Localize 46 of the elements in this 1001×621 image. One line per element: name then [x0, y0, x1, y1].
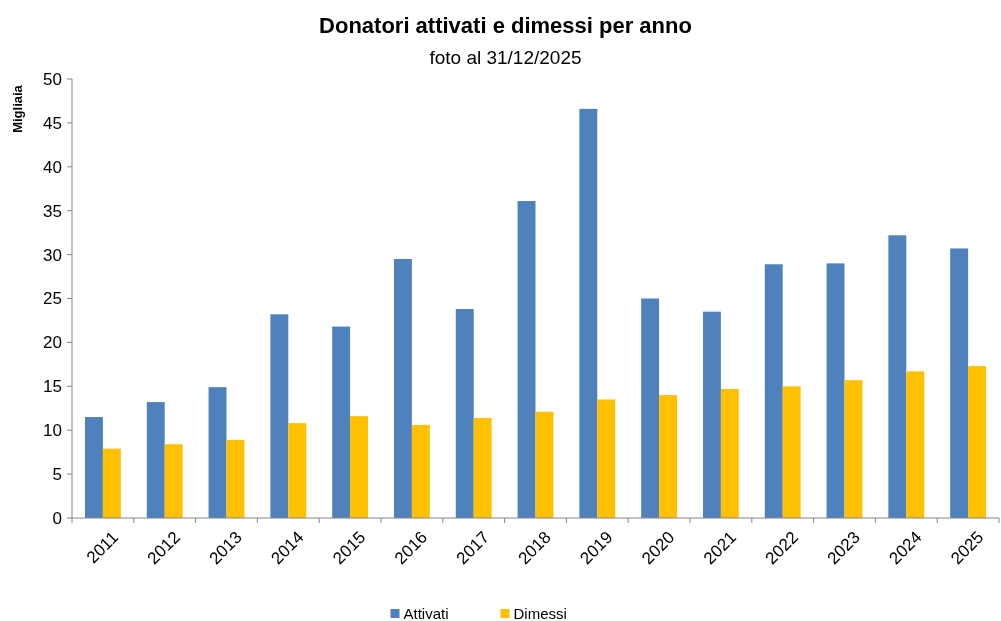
- bar: [826, 263, 845, 518]
- bar: [968, 366, 987, 518]
- bar: [411, 424, 430, 518]
- bar: [393, 258, 412, 518]
- y-tick-label: 50: [43, 69, 62, 89]
- y-axis-title: Migliaia: [10, 84, 25, 133]
- bar: [455, 309, 474, 518]
- bar: [906, 371, 925, 518]
- bar: [288, 423, 307, 518]
- bar: [226, 439, 245, 518]
- bar: [950, 248, 969, 518]
- y-tick-label: 25: [43, 289, 62, 309]
- bar: [720, 388, 739, 518]
- y-tick-label: 40: [43, 157, 62, 177]
- bar: [659, 395, 678, 518]
- bar: [350, 416, 369, 518]
- bar: [888, 235, 907, 518]
- bar: [844, 380, 863, 518]
- y-tick-label: 30: [43, 245, 62, 265]
- chart-subtitle: foto al 31/12/2025: [429, 47, 582, 68]
- bar: [146, 402, 165, 518]
- bar: [102, 448, 121, 518]
- bar: [597, 399, 616, 518]
- bar: [164, 444, 183, 518]
- bar: [332, 326, 351, 518]
- y-tick-label: 0: [52, 508, 62, 528]
- y-tick-label: 10: [43, 421, 62, 441]
- bar: [702, 311, 721, 518]
- legend-label: Dimessi: [513, 605, 567, 621]
- bar: [764, 264, 783, 518]
- bar: [517, 201, 536, 518]
- bar: [473, 417, 492, 518]
- chart-title: Donatori attivati e dimessi per anno: [319, 13, 692, 38]
- bar: [84, 417, 103, 518]
- y-tick-label: 5: [52, 465, 62, 485]
- y-tick-label: 15: [43, 377, 62, 397]
- bar: [641, 298, 660, 518]
- bar: [270, 314, 289, 518]
- y-tick-label: 20: [43, 333, 62, 353]
- legend-label: Attivati: [403, 605, 449, 621]
- bar: [535, 411, 554, 518]
- bar: [579, 108, 598, 518]
- y-tick-label: 35: [43, 201, 62, 221]
- y-tick-label: 45: [43, 113, 62, 133]
- bar: [208, 387, 227, 518]
- bar: [782, 386, 801, 518]
